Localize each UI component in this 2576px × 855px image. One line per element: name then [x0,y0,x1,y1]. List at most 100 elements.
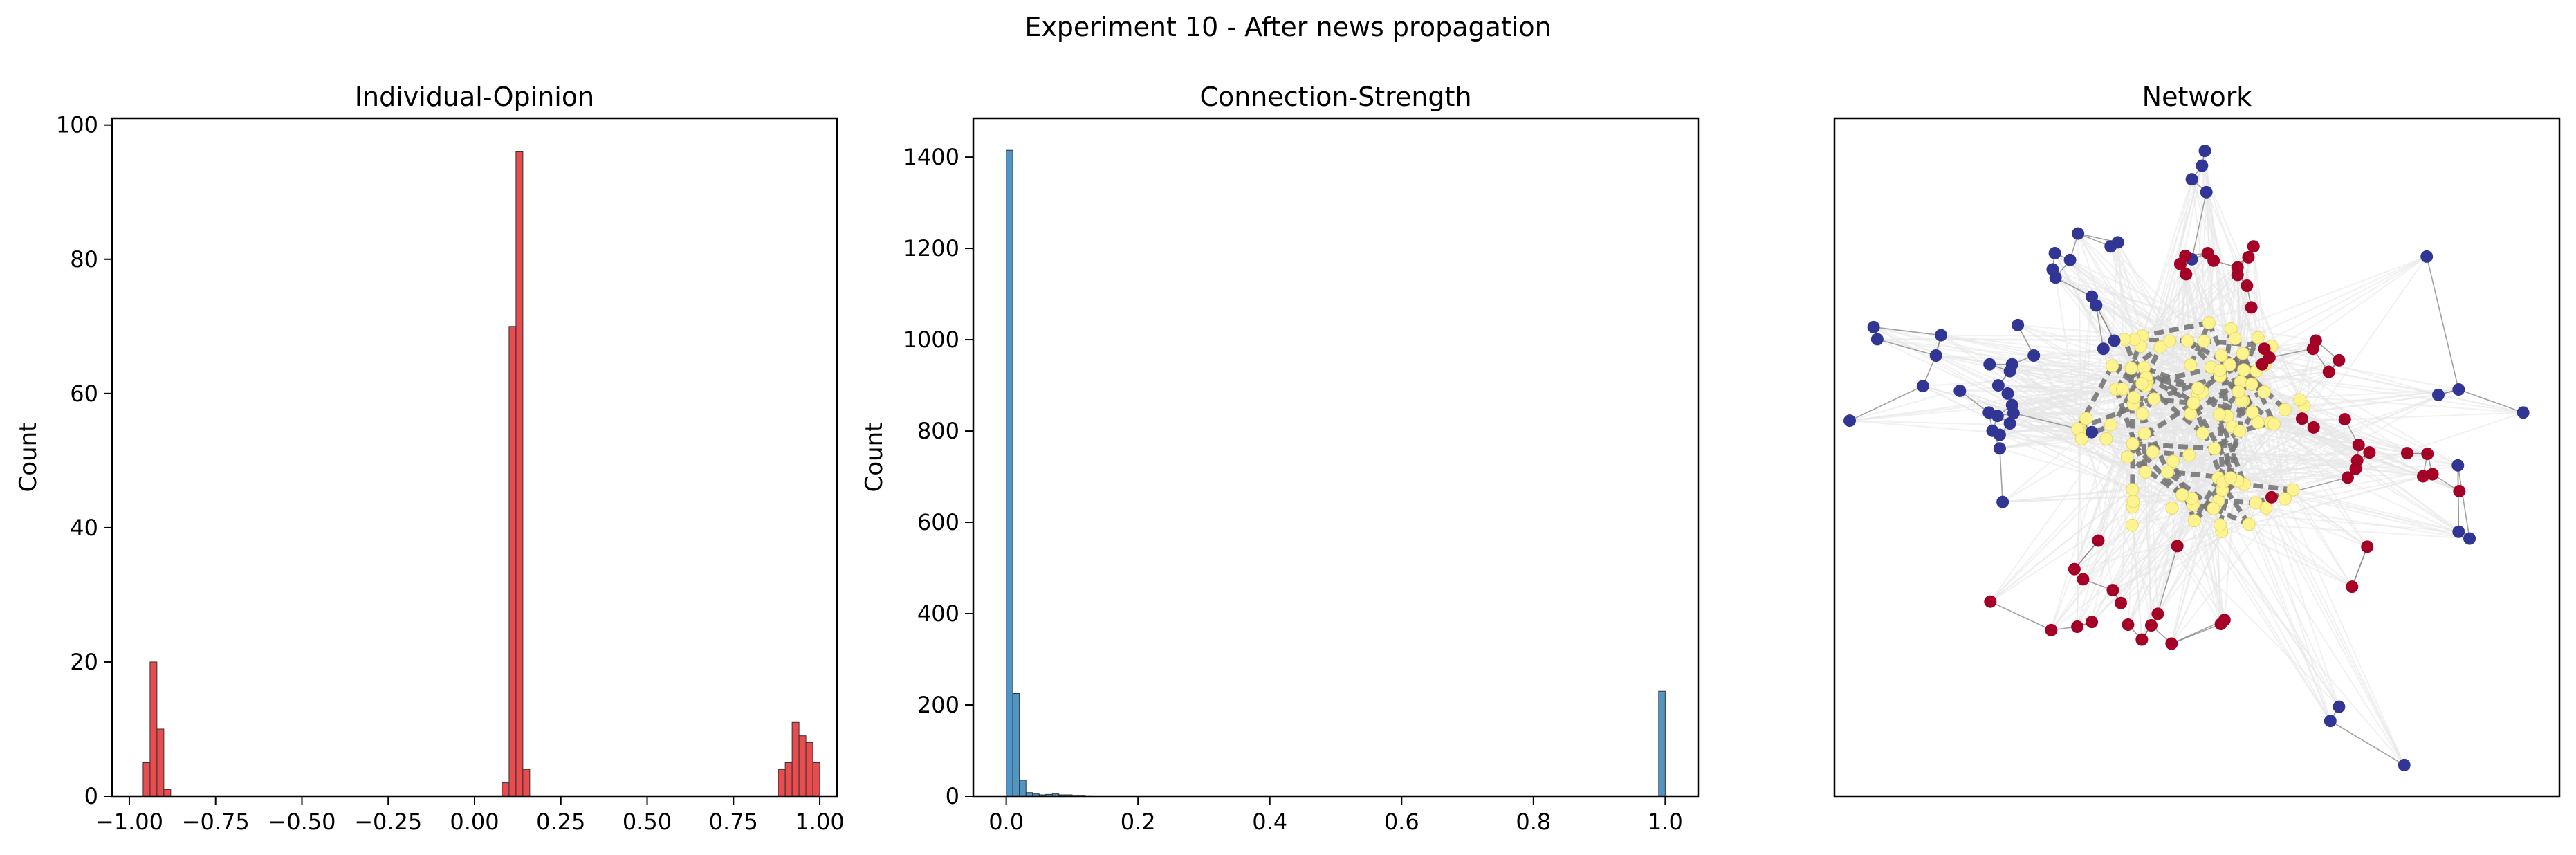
network-weak-edge-557 [2127,401,2244,625]
network-yellow-node-54 [2207,502,2220,515]
bar-individual-opinion-10 [791,721,800,797]
network-strong-edge-98 [2131,441,2184,497]
bar-connection-strength-13 [1658,690,1666,797]
network-strong-edge-68 [2077,396,2155,432]
network-strong-edge-102 [2145,375,2195,405]
chart-title-network: Network [2142,82,2252,112]
network-yellow-node-79 [2135,377,2149,391]
network-blue-node-7 [2097,342,2110,356]
network-strong-edge-28 [2223,479,2294,493]
x-tick-label-individual-opinion-0: −1.00 [95,809,163,835]
network-blue-node-37 [1953,384,1967,397]
network-thin-edge-blue-30 [1999,448,2003,502]
network-thin-edge-red-12 [2269,348,2313,358]
network-thin-edge-blue-1 [2426,256,2460,390]
network-yellow-node-64 [2223,358,2236,371]
network-weak-edge-581 [2106,438,2222,625]
network-blue-node-3 [2111,236,2124,249]
network-strong-edge-95 [2189,380,2243,416]
network-weak-edge-532 [2120,471,2169,604]
network-weak-edge-207 [1922,366,2211,387]
network-strong-edge-182 [2192,477,2220,522]
network-red-node-43 [2151,607,2164,620]
network-yellow-node-2 [2124,361,2138,375]
network-red-node-37 [2106,584,2119,597]
network-weak-edge-448 [2230,468,2356,479]
network-yellow-nodes [2071,316,2311,538]
network-yellow-node-86 [2242,517,2256,531]
network-red-node-6 [2242,250,2255,264]
y-tick-label-individual-opinion-5: 100 [56,112,98,138]
network-blue-node-23 [2007,407,2020,420]
network-blue-node-6 [2108,334,2121,347]
bar-individual-opinion-6 [515,151,524,797]
network-weak-edge-563 [2077,428,2159,614]
network-red-node-50 [2265,490,2278,504]
network-red-node-20 [2338,413,2351,426]
network-blue-node-9 [2063,253,2077,266]
network-yellow-node-53 [2202,316,2216,330]
network-red-node-24 [2349,462,2362,475]
network-thin-edge-blue-4 [2055,277,2092,297]
network-strong-edge-123 [2133,395,2194,406]
network-red-node-8 [2207,254,2220,267]
bar-individual-opinion-4 [502,782,510,797]
x-ticks-connection-strength: 0.0 0.2 0.4 0.6 0.8 1.0 [988,796,1683,835]
network-yellow-node-52 [2153,340,2167,354]
chart-panel-network: Network [1833,82,2561,798]
bar-individual-opinion-7 [522,769,531,797]
network-thin-edge-blue-16 [2191,192,2207,260]
chart-panel-individual-opinion: Individual-Opinion −1.00 −0.75 −0.50 −0.25 0… [15,82,845,835]
network-strong-edge-164 [2242,368,2287,412]
x-ticks-individual-opinion: −1.00 −0.75 −0.50 −0.25 0.00 0.25 0.50 0.75 1.00 [95,796,845,835]
network-red-node-19 [2295,412,2308,425]
network-weak-edge-350 [2213,260,2259,338]
network-weak-edge-568 [2131,524,2143,640]
network-blue-node-28 [1993,442,2006,455]
y-tick-label-individual-opinion-0: 0 [84,783,98,809]
network-strong-edge-158 [2110,364,2156,401]
network-weak-edge-490 [2229,364,2368,547]
network-yellow-node-99 [2161,465,2175,479]
network-red-node-5 [2247,240,2260,253]
network-yellow-node-94 [2127,391,2141,405]
network-weak-edge-275 [2194,520,2470,540]
network-weak-edge-98 [2191,259,2231,365]
network-yellow-node-71 [2213,363,2227,377]
bar-individual-opinion-0 [142,762,151,797]
network-weak-edge-535 [1989,369,2220,603]
network-strong-edge-114 [2186,338,2232,367]
x-tick-label-individual-opinion-2: −0.50 [268,809,335,835]
network-weak-edge-487 [2256,370,2368,547]
y-ticks-individual-opinion: 0 20 40 60 80 100 [56,112,112,809]
axes-frame-network [1833,117,2561,798]
network-yellow-node-9 [2207,442,2221,456]
axes-frame-connection-strength [972,117,1700,798]
network-blue-node-32 [1870,333,1884,346]
network-strong-edge-205 [2166,470,2216,511]
y-tick-label-individual-opinion-3: 60 [70,380,98,407]
x-tick-label-connection-strength-1: 0.2 [1121,809,1156,835]
network-blue-node-40 [2431,388,2445,401]
bar-individual-opinion-11 [798,735,807,797]
x-tick-label-connection-strength-4: 0.8 [1516,809,1551,835]
network-blue-node-36 [1935,329,1948,342]
network-weak-edge-550 [2091,520,2195,623]
chart-title-connection-strength: Connection-Strength [1199,82,1471,112]
network-weak-edge-541 [2077,380,2149,627]
bar-individual-opinion-13 [812,762,820,797]
network-blue-node-44 [2452,525,2465,538]
x-tick-label-connection-strength-5: 1.0 [1648,809,1683,835]
network-red-node-15 [2333,353,2346,367]
y-tick-label-connection-strength-6: 1200 [903,235,959,261]
network-weak-edge-119 [2009,370,2145,434]
network-weak-edge-567 [2141,422,2272,641]
y-tick-label-connection-strength-0: 0 [946,783,959,809]
network-yellow-node-91 [2224,471,2238,485]
network-weak-edge-193 [1877,338,2144,369]
x-tick-label-connection-strength-2: 0.4 [1252,809,1287,835]
network-weak-edge-466 [2142,383,2428,455]
network-yellow-node-51 [2166,454,2180,468]
network-thin-edge-blue-31 [1849,385,1924,421]
y-axis-label-connection-strength: Count [861,423,888,493]
